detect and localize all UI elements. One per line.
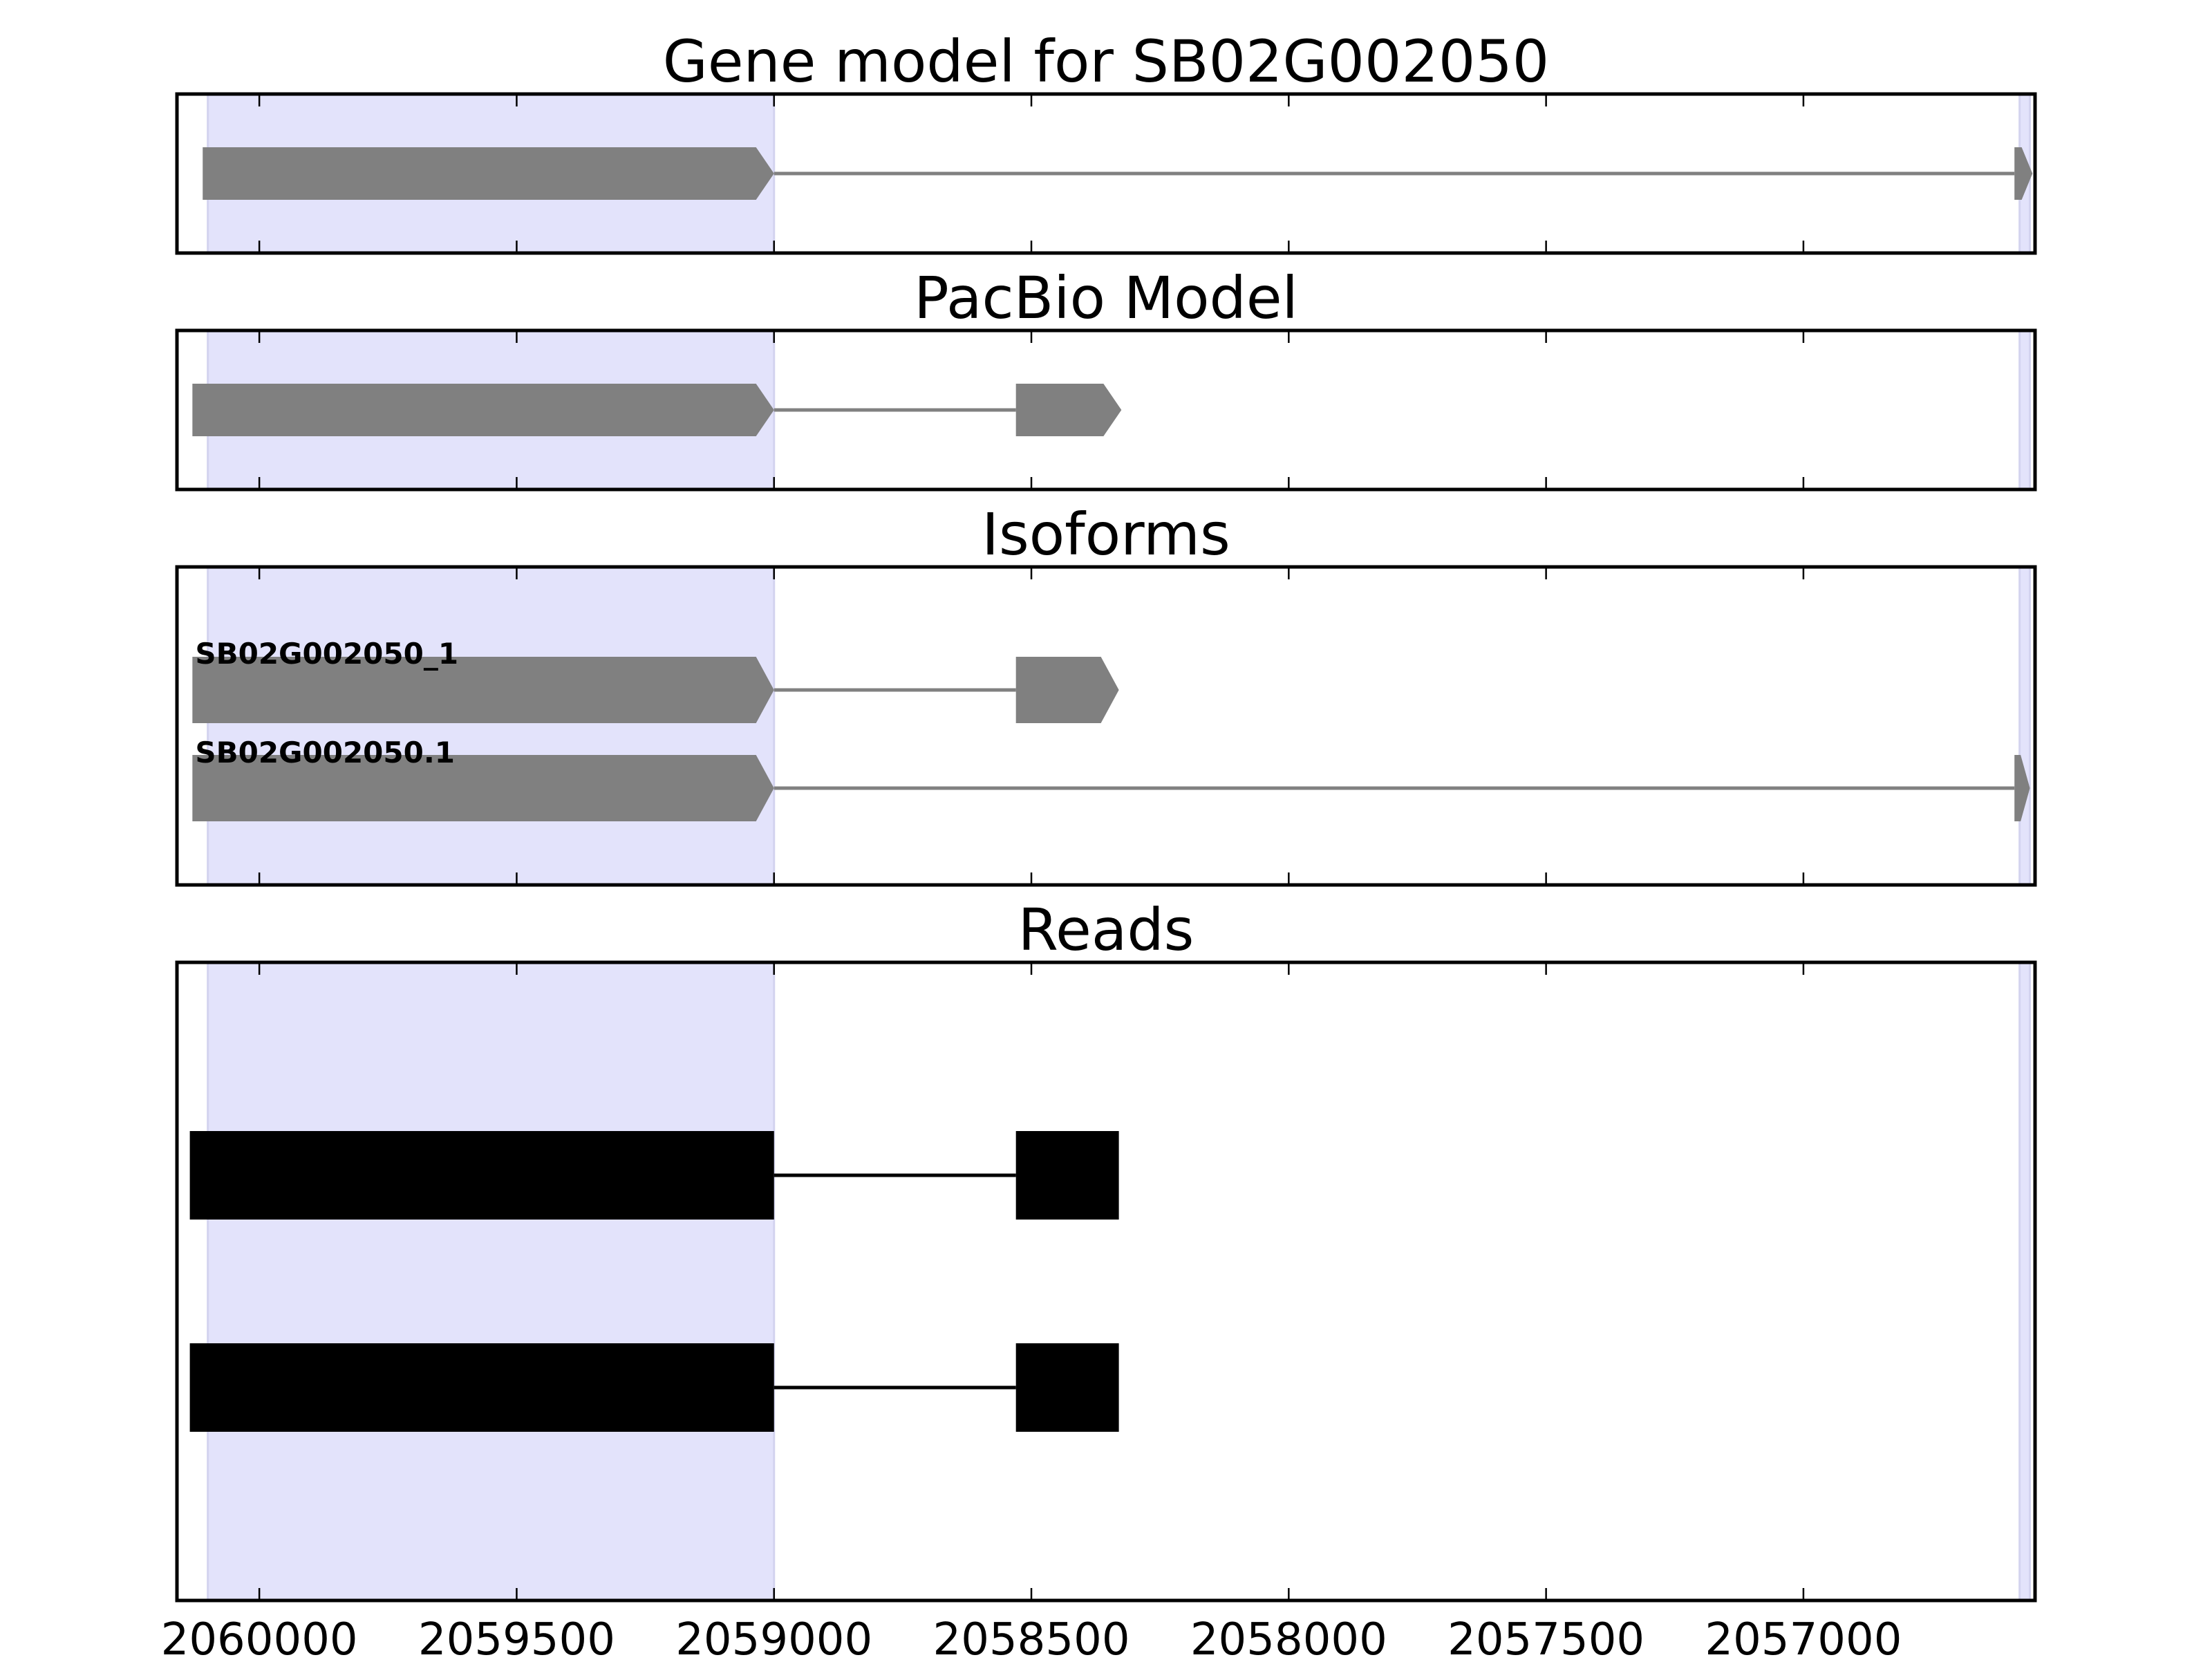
panel-title: Gene model for SB02G002050 <box>663 28 1549 95</box>
exon-block <box>192 384 774 436</box>
exon-block <box>192 657 774 723</box>
x-tick-label: 2057500 <box>1447 1614 1644 1659</box>
panel-3 <box>175 565 2037 887</box>
x-tick-label: 2058500 <box>933 1614 1130 1659</box>
read-block <box>1015 1343 1119 1432</box>
exon-block <box>1015 384 1122 436</box>
highlight-region <box>2018 566 2032 886</box>
exon-block <box>2014 755 2030 821</box>
exon-block <box>2014 147 2033 200</box>
panel-title: PacBio Model <box>914 264 1298 332</box>
highlight-region <box>2018 329 2032 491</box>
isoform-label: SB02G002050_1 <box>195 637 458 671</box>
panel-frame <box>175 328 2037 492</box>
panel-2 <box>175 328 2037 492</box>
panel-title: Isoforms <box>982 501 1230 568</box>
read-block <box>1015 1131 1119 1220</box>
isoform-label: SB02G002050.1 <box>195 736 455 769</box>
highlight-region <box>207 566 776 886</box>
exon-block <box>203 147 774 200</box>
panel-1 <box>175 92 2037 255</box>
panel-title: Reads <box>1018 896 1194 964</box>
panel-frame <box>175 960 2037 1603</box>
x-tick-label: 2058000 <box>1190 1614 1387 1659</box>
x-tick-label: 2057000 <box>1705 1614 1902 1659</box>
exon-block <box>192 755 774 821</box>
x-tick-label: 2060000 <box>161 1614 358 1659</box>
panel-4 <box>175 960 2037 1603</box>
exon-block <box>1015 657 1119 723</box>
highlight-region <box>2018 961 2032 1602</box>
read-block <box>189 1343 774 1432</box>
highlight-region <box>207 961 776 1602</box>
read-block <box>189 1131 774 1220</box>
x-tick-label: 2059000 <box>675 1614 872 1659</box>
x-tick-label: 2059500 <box>418 1614 615 1659</box>
panel-frame <box>175 565 2037 887</box>
panel-frame <box>175 92 2037 255</box>
